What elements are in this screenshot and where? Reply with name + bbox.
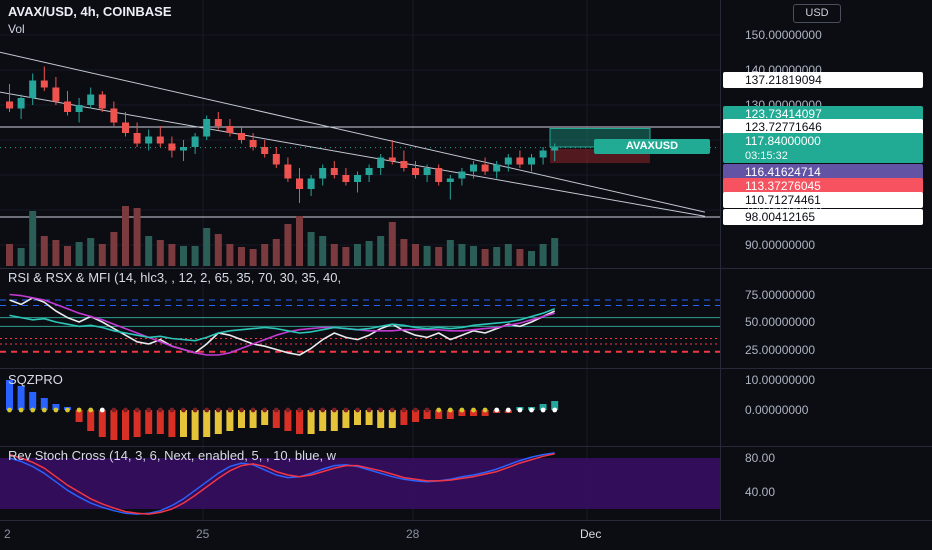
price-badge-last-price: 117.84000000 03:15:32 — [723, 133, 923, 163]
stoch-line-k — [9, 452, 555, 515]
price-badge: 98.00412165 — [723, 209, 923, 225]
rsi-tick: 75.00000000 — [745, 288, 816, 302]
price-axis[interactable]: 150.00000000140.00000000130.00000000120.… — [720, 0, 932, 520]
pane-separator — [0, 520, 932, 521]
pane-separator[interactable] — [0, 368, 932, 369]
stoch-pane-title[interactable]: Rev Stoch Cross (14, 3, 6, Next, enabled… — [8, 448, 337, 463]
pane-separator[interactable] — [0, 446, 932, 447]
candlestick-series — [6, 66, 559, 203]
sqz-tick: 0.00000000 — [745, 403, 809, 417]
time-label: 2 — [4, 527, 11, 541]
price-badge: 123.73414097 — [723, 106, 923, 122]
price-badge: 113.37276045 — [723, 178, 923, 194]
sqz-tick: 10.00000000 — [745, 373, 816, 387]
rsi-line-rsx — [9, 293, 555, 356]
price-badge: 137.21819094 — [723, 72, 923, 88]
price-badge: 116.41624714 — [723, 164, 923, 180]
price-tick: 90.00000000 — [745, 238, 816, 252]
price-badge: 110.71274461 — [723, 192, 923, 208]
symbol-title[interactable]: AVAX/USD, 4h, COINBASE — [8, 4, 172, 19]
rsi-tick: 50.00000000 — [745, 315, 816, 329]
price-tick: 150.00000000 — [745, 28, 822, 42]
price-line-symbol-flag: AVAXUSD — [594, 139, 710, 154]
volume-indicator-label[interactable]: Vol — [8, 22, 25, 36]
pane-separator[interactable] — [0, 268, 932, 269]
volume-series — [6, 206, 559, 266]
time-label: 28 — [406, 527, 420, 541]
currency-toggle-button[interactable]: USD — [793, 4, 841, 23]
time-label: 25 — [196, 527, 210, 541]
rsi-line-rsi — [9, 296, 556, 356]
sqzpro-pane-title[interactable]: SQZPRO — [8, 372, 63, 387]
price-badge: 123.72771646 — [723, 119, 923, 135]
chart-canvas — [0, 0, 720, 520]
sqzpro-histogram — [6, 380, 559, 440]
time-axis[interactable]: 2 25 28 Dec — [0, 520, 932, 550]
trendline — [0, 51, 706, 213]
trendline — [0, 91, 706, 217]
stoch-tick: 40.00 — [745, 485, 776, 499]
countdown-timer: 03:15:32 — [745, 150, 788, 162]
stoch-line-d — [9, 453, 555, 515]
price-axis-border — [720, 0, 721, 520]
stoch-tick: 80.00 — [745, 451, 776, 465]
rsi-tick: 25.00000000 — [745, 343, 816, 357]
rsi-line-mfi — [9, 308, 555, 342]
chart-plot[interactable] — [0, 0, 720, 520]
rsi-pane-title[interactable]: RSI & RSX & MFI (14, hlc3, , 12, 2, 65, … — [8, 270, 342, 285]
time-label: Dec — [580, 527, 602, 541]
